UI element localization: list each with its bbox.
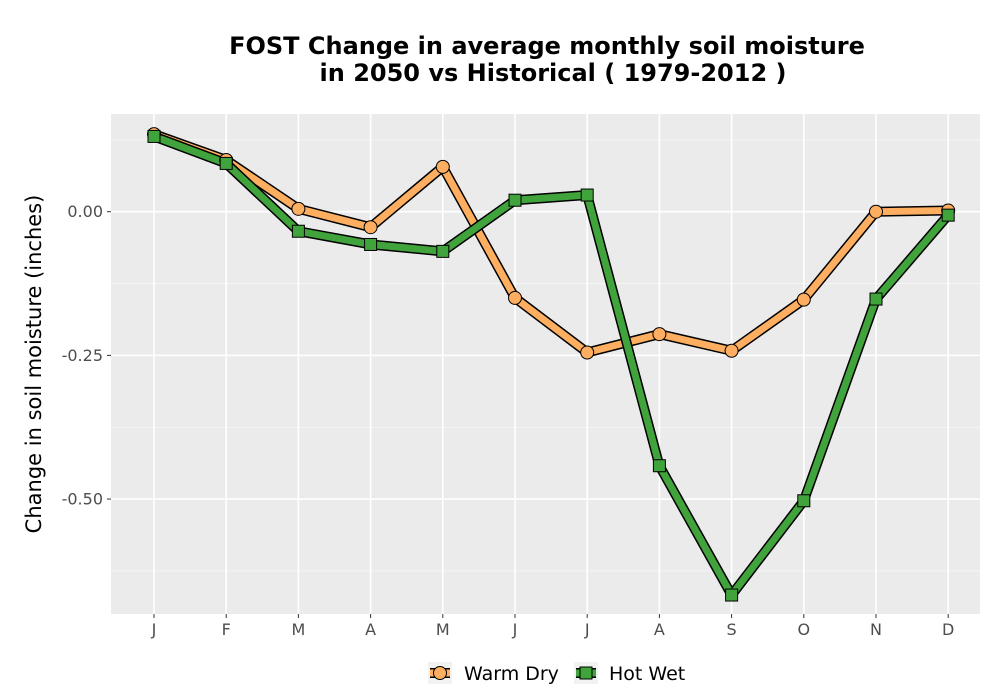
legend-key-marker-warm-dry	[433, 666, 447, 680]
point-warm-dry	[435, 159, 450, 174]
point-hot-wet	[725, 588, 739, 602]
point-hot-wet	[436, 244, 450, 258]
x-tick-label: M	[436, 620, 450, 639]
series-layer	[147, 127, 956, 602]
point-hot-wet	[869, 292, 883, 306]
x-tick-label: J	[584, 620, 590, 639]
series-line-warm-dry	[150, 130, 952, 357]
chart-title-line2: in 2050 vs Historical ( 1979-2012 )	[320, 59, 787, 87]
series-line-hot-wet	[150, 132, 952, 599]
y-tick-label: 0.00	[67, 202, 103, 221]
point-warm-dry	[580, 345, 595, 360]
x-tick-label: A	[654, 620, 665, 639]
point-warm-dry	[363, 220, 378, 235]
x-tick-label: N	[870, 620, 882, 639]
x-tick-label: O	[798, 620, 811, 639]
x-tick-label: M	[291, 620, 305, 639]
legend-key-marker-hot-wet	[579, 666, 593, 680]
x-tick-label: S	[727, 620, 737, 639]
point-hot-wet	[580, 188, 594, 202]
x-tick-label: F	[222, 620, 231, 639]
point-hot-wet	[797, 494, 811, 508]
y-tick-label: -0.25	[62, 346, 103, 365]
x-tick-label: D	[942, 620, 954, 639]
point-warm-dry	[291, 201, 306, 216]
y-tick-label: -0.50	[62, 490, 103, 509]
x-tick-label: A	[365, 620, 376, 639]
point-hot-wet	[652, 459, 666, 473]
point-hot-wet	[147, 129, 161, 143]
y-axis-label: Change in soil moisture (inches)	[22, 195, 46, 534]
point-hot-wet	[219, 156, 233, 170]
legend-label-hot-wet: Hot Wet	[609, 663, 685, 685]
point-warm-dry	[724, 343, 739, 358]
grid-minor	[111, 139, 980, 572]
chart-title-line1: FOST Change in average monthly soil mois…	[229, 32, 865, 60]
point-warm-dry	[869, 204, 883, 219]
y-axis: 0.00 -0.25 -0.50	[62, 202, 111, 509]
point-warm-dry	[508, 290, 522, 305]
point-warm-dry	[652, 327, 667, 342]
legend-label-warm-dry: Warm Dry	[464, 663, 559, 685]
point-hot-wet	[508, 193, 522, 207]
x-tick-label: J	[512, 620, 518, 639]
grid-major	[111, 114, 980, 614]
x-tick-label: J	[151, 620, 157, 639]
point-hot-wet	[941, 208, 955, 222]
legend: Warm Dry Hot Wet	[428, 662, 685, 685]
point-hot-wet	[291, 224, 305, 238]
point-hot-wet	[364, 237, 378, 251]
point-warm-dry	[796, 292, 811, 307]
